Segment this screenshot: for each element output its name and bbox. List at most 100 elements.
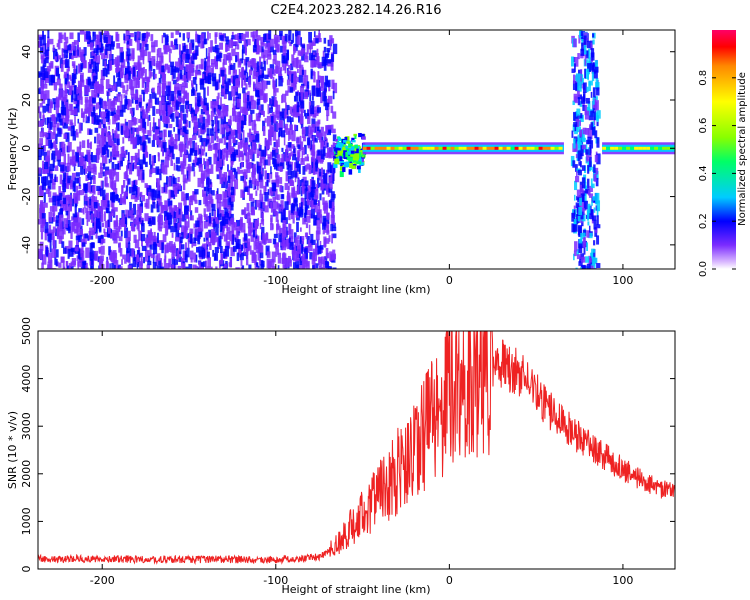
spectrogram-cell [203, 248, 209, 258]
spectrogram-cell [260, 104, 264, 116]
spectrogram-cell [203, 237, 206, 242]
spectrogram-cell [75, 98, 80, 107]
spectrogram-cell [592, 97, 595, 105]
spectrogram-cell [119, 47, 124, 53]
spectrogram-cell [59, 192, 63, 201]
spectrogram-cell [586, 242, 589, 251]
spectrogram-cell [352, 156, 357, 161]
spectrogram-cell [241, 209, 246, 216]
spectrogram-cell [117, 122, 120, 132]
spectrogram-cell [127, 99, 132, 107]
spectrogram-cell [310, 71, 313, 79]
spectrogram-cell [93, 75, 98, 84]
spectrogram-cell [215, 160, 220, 172]
spectrogram-cell [65, 59, 70, 68]
spectrogram-cell [58, 158, 61, 167]
snr-plot-area [38, 331, 675, 569]
spectrogram-cell [311, 70, 315, 76]
spectrogram-cell [240, 161, 244, 168]
spectrogram-cell [171, 153, 175, 160]
spectrogram-cell [121, 218, 124, 228]
spectrogram-cell [285, 171, 289, 182]
spectrogram-cell [157, 260, 161, 266]
spectrogram-cell [144, 213, 149, 222]
spectrogram-cell [576, 126, 582, 133]
spectrogram-cell [225, 180, 229, 189]
spectrogram-cell [510, 146, 515, 150]
spectrogram-cell [247, 226, 252, 237]
spectrogram-cell [210, 110, 213, 122]
spectrogram-cell [588, 57, 592, 63]
spectrogram-cell [222, 105, 228, 117]
spectrogram-cell [62, 172, 67, 182]
spectrogram-cell [171, 244, 176, 253]
spectrogram-cell [215, 132, 218, 139]
spectrogram-cell [323, 82, 327, 92]
spectrogram-cell [206, 135, 209, 143]
spectrogram-cell [595, 177, 599, 187]
spectrogram-cell [350, 146, 355, 151]
spectrogram-cell [104, 176, 108, 186]
spectrogram-cell [198, 246, 203, 258]
spectrogram-cell [250, 234, 255, 242]
spectrogram-cell [105, 41, 110, 47]
spectrogram-cell [47, 30, 50, 39]
spectrogram-cell [47, 261, 51, 269]
spectrogram-cell [272, 49, 277, 55]
spectrogram-cell [326, 109, 330, 117]
spectrogram-cell [558, 146, 563, 150]
spectrogram-cell [666, 146, 671, 150]
spectrogram-cell [47, 105, 52, 114]
spectrogram-cell [228, 91, 233, 101]
spectrogram-cell [168, 45, 171, 52]
spectrogram-cell [446, 146, 451, 150]
spectrogram-cell [52, 178, 56, 185]
spectrogram-cell [87, 182, 92, 193]
spectrogram-cell [606, 146, 611, 150]
spectrogram-cell [136, 263, 139, 269]
spectrogram-cell [281, 147, 284, 152]
spectrogram-cell [308, 224, 311, 235]
spectrogram-cell [278, 233, 282, 243]
spectrogram-cell [178, 83, 183, 92]
spectrogram-cell [125, 237, 129, 248]
spectrogram-cell [322, 50, 325, 59]
spectrogram-cell [269, 107, 273, 114]
spectrogram-cell [63, 32, 67, 41]
spectrogram-cell [177, 73, 182, 81]
spectrogram-cell [225, 88, 229, 95]
spectrogram-cell [58, 186, 61, 197]
spectrogram-cell [296, 136, 300, 148]
spectrogram-cell [592, 39, 595, 45]
spectrogram-cell [137, 187, 140, 197]
spectrogram-cell [133, 234, 137, 243]
spectrogram-cell [321, 178, 326, 189]
spectrogram-cell [261, 46, 264, 53]
spectrogram-cell [282, 258, 287, 269]
spectrogram-cell [226, 125, 231, 135]
spectrogram-cell [52, 183, 56, 190]
spectrogram-cell [156, 201, 159, 209]
spectrogram-cell [142, 153, 146, 164]
spectrogram-cell [155, 108, 160, 114]
spectrogram-cell [106, 111, 110, 117]
spectrogram-cell [48, 74, 53, 86]
spectrogram-cell [122, 196, 127, 205]
spectrogram-cell [203, 138, 208, 147]
spectrogram-cell [281, 108, 286, 119]
spectrogram-cell [194, 97, 197, 107]
spectrogram-cell [166, 93, 171, 101]
spectrogram-cell [293, 197, 298, 203]
spectrogram-cell [180, 211, 183, 222]
spectrogram-cell [214, 131, 216, 141]
spectrogram-cell [262, 232, 265, 244]
spectrogram-cell [273, 69, 276, 76]
spectrogram-cell [148, 76, 151, 83]
spectrogram-cell [575, 220, 578, 232]
spectrogram-cell [584, 110, 590, 120]
spectrogram-cell [207, 56, 210, 62]
spectrogram-cell [585, 152, 589, 161]
spectrogram-cell [588, 81, 591, 92]
spectrogram-cell [97, 93, 100, 98]
